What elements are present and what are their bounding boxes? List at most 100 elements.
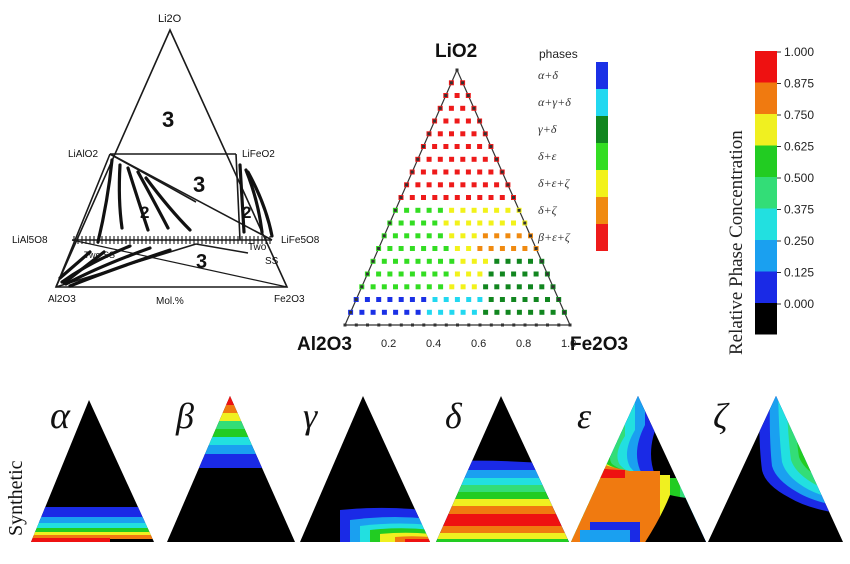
panel-symbol-delta: δ (445, 396, 463, 436)
synthetic-label: Synthetic (5, 460, 27, 536)
edge-tick (377, 247, 381, 250)
edge-tick (444, 323, 448, 327)
colorbar: Relative Phase Concentration 1.000 0.875 0… (726, 45, 814, 355)
phase-point (471, 182, 477, 188)
phase-point (398, 220, 404, 226)
phase-point (376, 297, 382, 302)
x-tick-label: 0.2 (381, 338, 396, 350)
phase-point (432, 169, 438, 175)
phase-point (426, 207, 432, 213)
edge-tick (422, 323, 426, 327)
hand-label-lial5o8: LiAl5O8 (12, 235, 48, 246)
phase-point (443, 169, 449, 175)
edge-tick (421, 145, 425, 148)
hand-bottom-label: Mol.% (156, 296, 184, 307)
phase-point (494, 284, 500, 290)
edge-tick (478, 323, 482, 327)
phase-point (404, 258, 410, 264)
phase-point (499, 271, 505, 277)
colorbar-block (755, 82, 777, 114)
phase-point (426, 233, 432, 239)
phase-point (528, 309, 534, 315)
phase-point (421, 246, 427, 251)
phase-point (449, 131, 454, 137)
phase-point (449, 207, 455, 213)
x-tick-label: 1.0 (561, 338, 576, 350)
phase-point (364, 297, 370, 302)
edge-tick (534, 247, 538, 250)
edge-tick (523, 323, 527, 327)
phase-point (426, 284, 432, 290)
edge-tick (393, 208, 397, 212)
phase-point (550, 309, 556, 315)
colorbar-tick-label: 1.000 (784, 45, 814, 59)
edge-tick (449, 81, 453, 85)
phase-point (466, 195, 471, 200)
edge-tick (568, 323, 572, 327)
synthetic-panel-delta: δ (436, 396, 569, 542)
phase-point (443, 144, 449, 149)
phase-point (432, 297, 438, 302)
edge-tick (438, 106, 442, 110)
synthetic-panel-beta: β (167, 396, 295, 542)
edge-tick (466, 94, 470, 97)
phase-point (415, 258, 421, 264)
phase-point (466, 220, 472, 226)
phase-point (477, 297, 483, 302)
phase-point (415, 233, 421, 239)
edge-tick (489, 145, 493, 148)
phase-point (460, 131, 466, 137)
phase-point (438, 284, 444, 290)
phase-point (488, 297, 494, 302)
hand-label-life5o8: LiFe5O8 (281, 235, 320, 246)
hand-apex-label: Li2O (158, 13, 182, 25)
phase-point (449, 258, 455, 264)
phase-point (409, 297, 415, 302)
phase-point (449, 233, 455, 239)
phase-point (505, 233, 511, 239)
phase-point (460, 105, 466, 111)
edge-tick (472, 106, 476, 110)
x-tick-label: 0.4 (426, 338, 441, 350)
legend-label: γ+δ (538, 122, 557, 136)
phase-point (505, 284, 511, 290)
phase-point (415, 309, 421, 315)
edge-tick (349, 310, 353, 314)
colorbar-blocks (755, 51, 777, 335)
phase-points (348, 80, 567, 315)
phase-point (443, 297, 449, 302)
edge-tick (382, 234, 386, 238)
phase-point (392, 233, 398, 239)
phase-point (443, 271, 449, 277)
phase-point (454, 271, 460, 277)
phase-point (511, 271, 517, 277)
phase-point (449, 284, 455, 290)
edge-tick (534, 323, 538, 327)
hand-two-ss-right-2: SS (265, 256, 279, 267)
phase-point (483, 309, 489, 315)
phase-point (539, 309, 545, 315)
phase-point (432, 195, 438, 200)
hand-region-lower: 3 (196, 251, 207, 273)
phase-point (494, 233, 500, 239)
phase-point (482, 207, 488, 213)
hand-left-label: Al2O3 (48, 294, 76, 305)
phase-point (398, 297, 404, 302)
edge-tick (523, 221, 527, 225)
edge-tick (388, 323, 392, 327)
phase-point (511, 220, 516, 226)
hand-right-label: Fe2O3 (274, 294, 305, 305)
phase-point (460, 156, 466, 162)
phase-point (409, 195, 415, 200)
edge-tick (343, 323, 347, 327)
edge-tick (540, 259, 544, 263)
edge-tick (512, 323, 516, 327)
phase-point (432, 246, 438, 251)
phase-point (393, 309, 399, 315)
phase-point (471, 207, 477, 213)
edge-tick (551, 285, 555, 289)
legend-title: phases (539, 47, 578, 61)
edge-tick (545, 272, 549, 276)
phase-point (533, 297, 539, 302)
